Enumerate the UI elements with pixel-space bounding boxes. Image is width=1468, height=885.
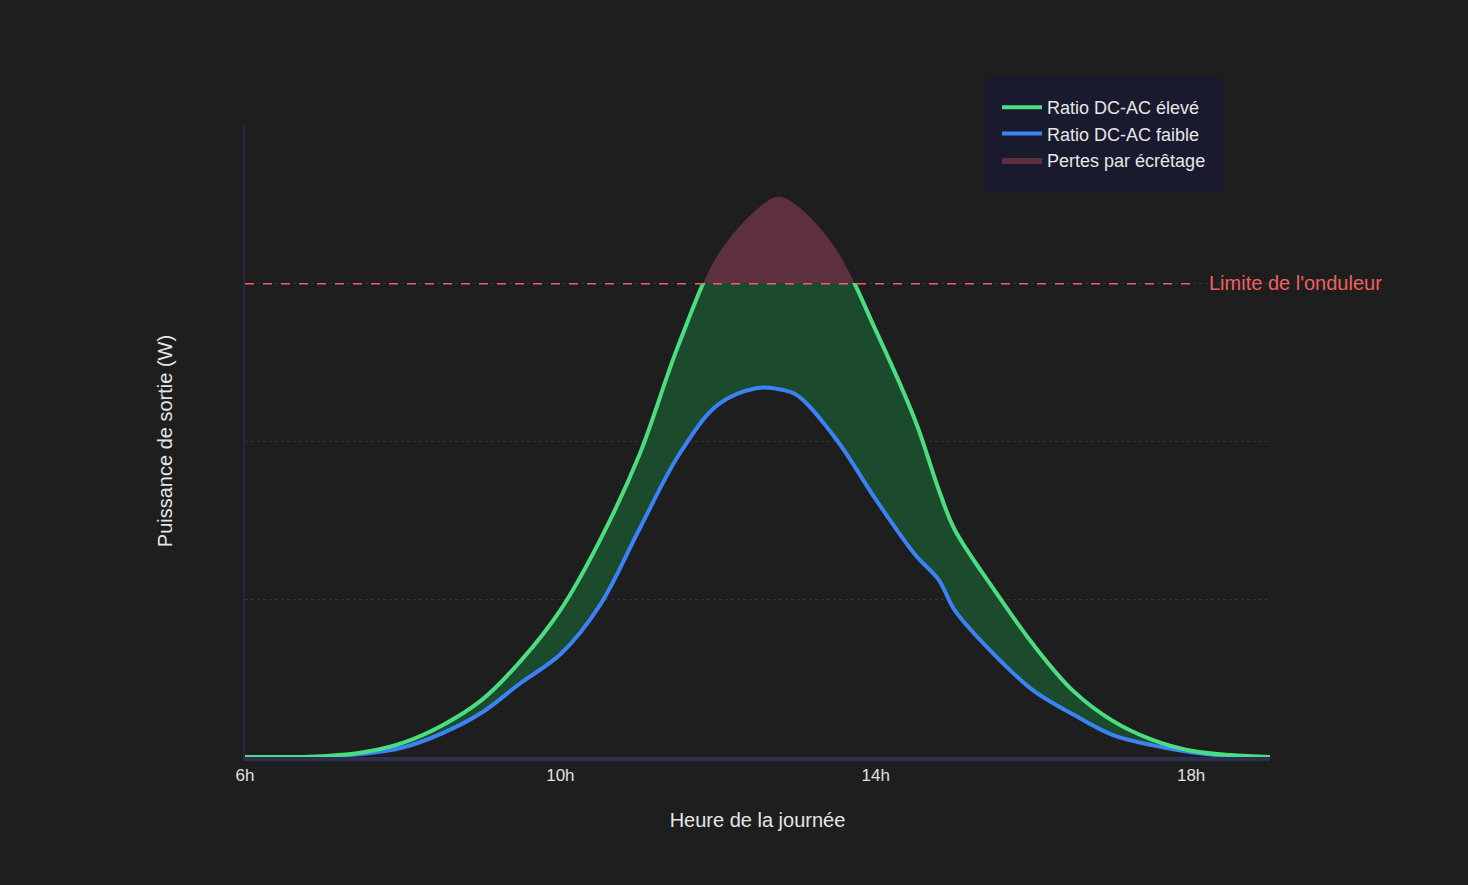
svg-text:Puissance de sortie (W): Puissance de sortie (W) (154, 335, 176, 547)
svg-text:Ratio DC-AC élevé: Ratio DC-AC élevé (1047, 98, 1199, 118)
svg-text:Ratio DC-AC faible: Ratio DC-AC faible (1047, 125, 1199, 145)
svg-text:14h: 14h (862, 766, 890, 785)
svg-text:6h: 6h (236, 766, 255, 785)
svg-text:Pertes par écrêtage: Pertes par écrêtage (1047, 151, 1205, 171)
svg-text:18h: 18h (1177, 766, 1205, 785)
svg-text:10h: 10h (546, 766, 574, 785)
svg-text:Limite de l'onduleur: Limite de l'onduleur (1209, 272, 1382, 294)
svg-text:Heure de la journée: Heure de la journée (670, 809, 846, 831)
